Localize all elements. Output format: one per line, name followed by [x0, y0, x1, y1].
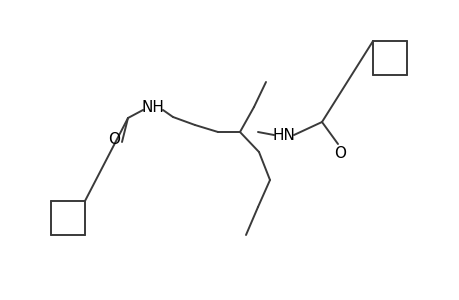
Text: O: O	[333, 146, 345, 161]
Text: NH: NH	[141, 100, 164, 115]
Text: O: O	[108, 133, 120, 148]
Text: HN: HN	[272, 128, 295, 142]
